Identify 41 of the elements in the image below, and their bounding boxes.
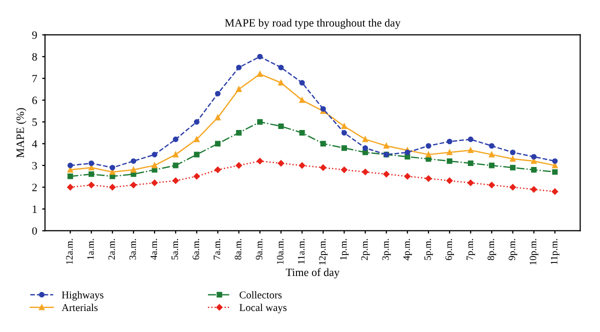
- y-tick-label: 7: [32, 74, 38, 82]
- y-tick-label: 4: [32, 140, 38, 148]
- x-tick-label: 12p.m.: [319, 239, 328, 265]
- x-tick-label: 11a.m.: [298, 239, 305, 264]
- y-tick-label: 0: [32, 227, 37, 235]
- x-tick-label: 1a.m.: [87, 239, 94, 260]
- x-tick-label: 3p.m.: [382, 239, 391, 260]
- x-tick-label: 2p.m.: [361, 239, 370, 260]
- y-tick-label: 2: [32, 184, 37, 192]
- x-tick-label: 11p.m.: [550, 239, 560, 264]
- x-tick-label: 6a.m.: [192, 239, 200, 260]
- x-tick-label: 5p.m.: [424, 239, 433, 260]
- x-tick-label: 12a.m.: [66, 239, 73, 264]
- x-tick-label: 4a.m.: [150, 239, 158, 260]
- legend-label: Arterials: [62, 304, 98, 312]
- x-tick-label: 8p.m.: [488, 239, 496, 260]
- x-tick-label: 10a.m.: [276, 239, 284, 264]
- legend-label: Local ways: [240, 304, 287, 314]
- x-tick-label: 2a.m.: [108, 239, 115, 260]
- y-tick-label: 8: [32, 53, 37, 61]
- chart-title: MAPE by road type throughout the day: [224, 18, 401, 29]
- x-tick-label: 4p.m.: [403, 239, 412, 260]
- x-tick-label: 6p.m.: [445, 239, 454, 260]
- x-tick-label: 7a.m.: [214, 239, 220, 260]
- legend-label: Highways: [62, 291, 104, 301]
- x-tick-label: 9p.m.: [508, 239, 518, 260]
- x-tick-label: 10p.m.: [530, 239, 538, 265]
- x-axis-title: Time of day: [286, 268, 340, 278]
- legend-label: Collectors: [240, 291, 282, 298]
- x-tick-label: 1p.m.: [340, 239, 349, 260]
- x-tick-label: 8a.m.: [234, 239, 242, 260]
- y-tick-label: 1: [32, 205, 37, 213]
- x-tick-label: 9a.m.: [256, 239, 262, 260]
- y-axis-title: MAPE (%): [16, 108, 26, 158]
- y-tick-label: 3: [32, 162, 37, 170]
- x-tick-label: 7p.m.: [466, 239, 476, 260]
- x-tick-label: 5a.m.: [172, 239, 178, 260]
- y-tick-label: 5: [32, 118, 37, 126]
- y-tick-label: 9: [32, 31, 37, 39]
- x-tick-label: 3a.m.: [129, 239, 136, 260]
- y-tick-label: 6: [32, 96, 38, 104]
